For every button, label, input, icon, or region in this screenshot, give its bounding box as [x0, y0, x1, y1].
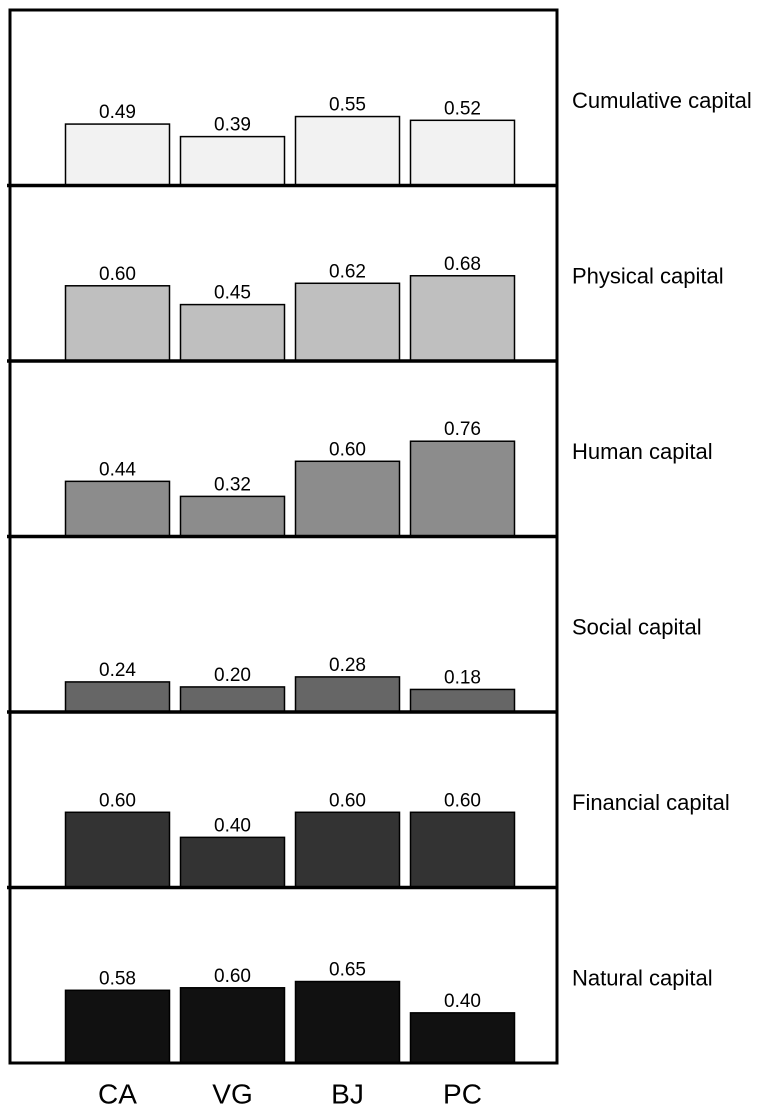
bar — [179, 135, 286, 187]
value-label: 0.60 — [99, 264, 136, 285]
bar — [179, 495, 286, 538]
value-label: 0.40 — [214, 815, 251, 836]
value-label: 0.60 — [444, 790, 481, 811]
panel-label: Financial capital — [572, 790, 730, 815]
value-label: 0.60 — [214, 966, 251, 987]
panel-label: Physical capital — [572, 263, 724, 288]
value-label: 0.32 — [214, 474, 251, 495]
bar — [294, 980, 401, 1064]
x-tick-label: VG — [212, 1078, 252, 1109]
panel-label: Social capital — [572, 614, 702, 639]
x-tick-label: PC — [443, 1078, 482, 1109]
value-label: 0.65 — [329, 960, 366, 981]
value-label: 0.49 — [99, 102, 136, 123]
value-label: 0.39 — [214, 115, 251, 136]
bar — [64, 681, 171, 713]
value-label: 0.60 — [99, 790, 136, 811]
value-label: 0.20 — [214, 665, 251, 686]
value-label: 0.60 — [329, 790, 366, 811]
value-label: 0.44 — [99, 459, 136, 480]
value-label: 0.55 — [329, 95, 366, 116]
x-tick-label: CA — [98, 1078, 137, 1109]
panel-label: Cumulative capital — [572, 88, 752, 113]
frame — [8, 8, 559, 1065]
bar — [409, 440, 516, 538]
bar — [294, 460, 401, 538]
value-label: 0.52 — [444, 98, 481, 119]
bar — [64, 285, 171, 362]
bar — [409, 275, 516, 362]
x-tick-label: BJ — [331, 1078, 364, 1109]
bar — [179, 836, 286, 889]
panel-label: Natural capital — [572, 965, 713, 990]
bar — [179, 987, 286, 1064]
bar — [179, 686, 286, 713]
value-label: 0.40 — [444, 991, 481, 1012]
bar — [409, 1012, 516, 1064]
bar — [64, 989, 171, 1064]
value-label: 0.24 — [99, 660, 136, 681]
bar — [64, 480, 171, 538]
bar — [409, 688, 516, 713]
bar — [294, 115, 401, 187]
value-label: 0.60 — [329, 439, 366, 460]
panel-label: Human capital — [572, 439, 713, 464]
bar — [294, 811, 401, 889]
bar — [409, 811, 516, 889]
value-label: 0.28 — [329, 655, 366, 676]
bar — [64, 123, 171, 187]
value-label: 0.45 — [214, 283, 251, 304]
bar — [294, 282, 401, 362]
value-label: 0.58 — [99, 968, 136, 989]
bar — [64, 811, 171, 889]
bar — [294, 676, 401, 713]
value-label: 0.62 — [329, 261, 366, 282]
bar — [179, 303, 286, 362]
value-label: 0.68 — [444, 254, 481, 275]
bar — [409, 119, 516, 187]
value-label: 0.18 — [444, 667, 481, 688]
value-label: 0.76 — [444, 419, 481, 440]
